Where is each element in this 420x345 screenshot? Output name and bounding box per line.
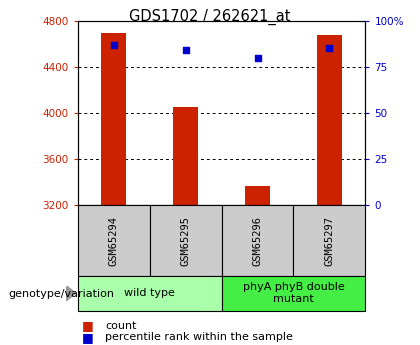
Bar xyxy=(78,205,150,276)
Point xyxy=(326,46,333,51)
Bar xyxy=(222,205,294,276)
Text: GSM65294: GSM65294 xyxy=(109,216,119,266)
Text: GSM65297: GSM65297 xyxy=(324,216,334,266)
Bar xyxy=(173,107,198,205)
Bar xyxy=(294,205,365,276)
Text: ■: ■ xyxy=(82,331,94,344)
Text: count: count xyxy=(105,321,136,331)
Point xyxy=(254,55,261,60)
Point xyxy=(182,48,189,53)
Bar xyxy=(222,276,365,310)
Bar xyxy=(317,34,342,205)
Text: GDS1702 / 262621_at: GDS1702 / 262621_at xyxy=(129,9,291,25)
Point xyxy=(110,42,117,48)
Text: genotype/variation: genotype/variation xyxy=(8,289,114,299)
Text: GSM65295: GSM65295 xyxy=(181,216,191,266)
Text: percentile rank within the sample: percentile rank within the sample xyxy=(105,333,293,342)
Bar xyxy=(150,205,222,276)
Text: GSM65296: GSM65296 xyxy=(252,216,262,266)
Polygon shape xyxy=(66,286,76,301)
Bar xyxy=(245,186,270,205)
Text: wild type: wild type xyxy=(124,288,175,298)
Text: ■: ■ xyxy=(82,319,94,333)
Bar xyxy=(78,276,222,310)
Bar xyxy=(101,33,126,205)
Text: phyA phyB double
mutant: phyA phyB double mutant xyxy=(243,283,344,304)
